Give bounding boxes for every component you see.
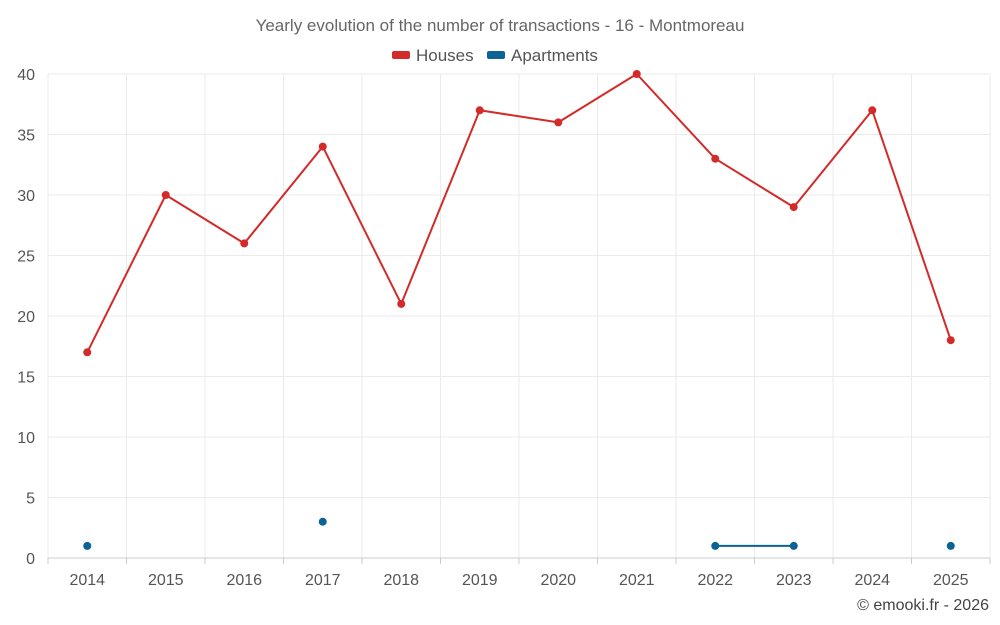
- data-point-houses-2020[interactable]: [554, 118, 563, 127]
- chart-title: Yearly evolution of the number of transa…: [256, 16, 745, 35]
- x-tick-label: 2022: [697, 572, 733, 589]
- data-point-houses-2025[interactable]: [946, 336, 955, 345]
- data-point-houses-2014[interactable]: [83, 348, 92, 357]
- y-tick-label: 40: [17, 67, 35, 84]
- y-tick-label: 15: [17, 370, 35, 387]
- legend-swatch-apartments: [487, 51, 505, 59]
- legend-item-apartments[interactable]: Apartments: [487, 46, 598, 65]
- data-point-houses-2024[interactable]: [868, 106, 877, 115]
- data-point-houses-2019[interactable]: [475, 106, 484, 115]
- y-tick-label: 0: [26, 551, 35, 568]
- x-tick-label: 2016: [226, 572, 262, 589]
- data-point-houses-2015[interactable]: [161, 191, 170, 199]
- x-tick-label: 2021: [619, 572, 655, 589]
- x-tick-label: 2018: [383, 572, 419, 589]
- series-line-houses: [86, 73, 952, 354]
- data-point-apartments-2023[interactable]: [789, 541, 798, 550]
- x-tick-label: 2014: [69, 572, 105, 589]
- data-point-houses-2022[interactable]: [711, 154, 720, 163]
- legend-item-houses[interactable]: Houses: [392, 46, 474, 65]
- x-tick-label: 2024: [854, 572, 890, 589]
- data-point-houses-2018[interactable]: [397, 299, 406, 308]
- legend-label-houses: Houses: [416, 46, 474, 65]
- data-point-apartments-2014[interactable]: [83, 541, 92, 550]
- data-point-houses-2017[interactable]: [318, 142, 327, 151]
- legend: Houses Apartments: [392, 46, 598, 65]
- x-tick-label: 2023: [776, 572, 812, 589]
- x-tick-label: 2025: [933, 572, 969, 589]
- y-tick-label: 25: [17, 249, 35, 266]
- y-tick-label: 35: [17, 128, 35, 145]
- y-tick-label: 30: [17, 188, 35, 205]
- data-point-houses-2016[interactable]: [240, 239, 249, 248]
- gridlines: [47, 73, 991, 558]
- credit-text: © emooki.fr - 2026: [857, 597, 989, 614]
- y-tick-label: 20: [17, 309, 35, 326]
- x-tick-label: 2019: [462, 572, 498, 589]
- data-point-houses-2023[interactable]: [789, 203, 798, 212]
- legend-label-apartments: Apartments: [511, 46, 598, 65]
- x-tick-label: 2015: [148, 572, 184, 589]
- legend-swatch-houses: [392, 51, 410, 59]
- y-tick-label: 5: [26, 491, 35, 508]
- series: [83, 70, 955, 550]
- x-tick-label: 2017: [305, 572, 341, 589]
- y-tick-label: 10: [17, 430, 35, 447]
- x-tick-label: 2020: [540, 572, 576, 589]
- data-point-apartments-2017[interactable]: [318, 517, 327, 526]
- data-point-houses-2021[interactable]: [632, 70, 641, 78]
- data-point-apartments-2022[interactable]: [711, 541, 720, 550]
- data-point-apartments-2025[interactable]: [946, 541, 955, 550]
